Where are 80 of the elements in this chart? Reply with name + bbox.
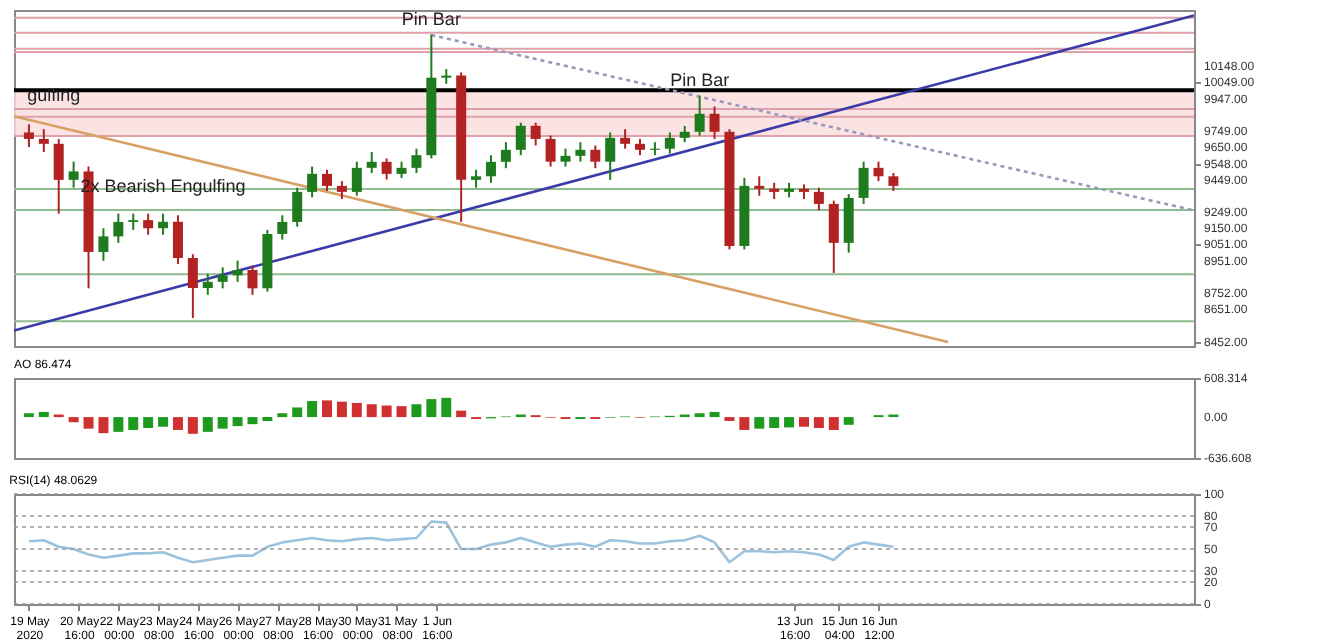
bar	[217, 417, 228, 429]
candlestick	[545, 134, 556, 168]
bar	[83, 417, 94, 429]
bar	[739, 417, 750, 430]
bar	[813, 417, 824, 429]
bar	[754, 417, 765, 429]
bar	[336, 401, 347, 418]
bar	[143, 417, 154, 429]
bar	[307, 401, 318, 418]
bar	[828, 417, 839, 430]
candlestick	[858, 160, 869, 205]
candlestick	[441, 68, 452, 85]
candlestick	[515, 121, 526, 157]
candlestick	[158, 212, 169, 236]
bar	[843, 417, 854, 425]
candlestick	[187, 253, 198, 320]
candlestick	[605, 131, 616, 181]
bar	[113, 417, 124, 432]
bar	[396, 406, 407, 418]
candlestick	[38, 128, 49, 153]
bar	[38, 411, 49, 418]
candlestick	[366, 150, 377, 175]
line-series	[27, 520, 895, 564]
candlestick	[277, 214, 288, 241]
bar	[381, 405, 392, 418]
candlestick	[381, 157, 392, 181]
candlestick	[620, 128, 631, 150]
candlestick	[307, 165, 318, 199]
candlestick	[292, 186, 303, 228]
bar	[709, 411, 720, 418]
candlestick	[873, 160, 884, 183]
bar	[351, 402, 362, 418]
bar	[426, 399, 437, 418]
bar	[366, 404, 377, 418]
bar	[68, 417, 79, 423]
candlestick	[351, 160, 362, 197]
bar	[769, 417, 780, 429]
candlestick	[813, 186, 824, 212]
candlestick	[113, 212, 124, 244]
bar	[98, 417, 109, 434]
candlestick	[649, 141, 660, 157]
candlestick	[232, 259, 243, 283]
bar	[172, 417, 183, 430]
candlestick	[217, 266, 228, 290]
annotation: Pin Bar	[401, 8, 461, 29]
candlestick	[143, 212, 154, 236]
candlestick	[411, 147, 422, 175]
bar	[798, 417, 809, 427]
candlestick	[485, 154, 496, 184]
candlestick	[590, 144, 601, 170]
candlestick	[98, 227, 109, 262]
candlestick	[53, 137, 64, 215]
bar	[187, 417, 198, 434]
candlestick	[664, 131, 675, 155]
bar	[247, 417, 258, 425]
candlestick	[247, 264, 258, 296]
bar	[441, 397, 452, 418]
bar	[322, 400, 333, 418]
candlestick	[709, 105, 720, 140]
bar	[292, 407, 303, 418]
candlestick	[754, 175, 765, 197]
candlestick	[172, 214, 183, 265]
bar	[232, 417, 243, 427]
candlestick	[694, 94, 705, 137]
candlestick	[23, 123, 34, 149]
bar	[456, 410, 467, 418]
annotation: Pin Bar	[670, 69, 730, 90]
candlestick	[202, 272, 213, 296]
bar	[411, 404, 422, 418]
bar	[128, 417, 139, 430]
bar	[202, 417, 213, 432]
candlestick	[500, 141, 511, 170]
candlestick	[530, 121, 541, 147]
candlestick	[68, 160, 79, 189]
candlestick	[575, 141, 586, 163]
bar	[158, 417, 169, 427]
candlestick	[843, 193, 854, 254]
bar	[784, 417, 795, 428]
candlestick	[828, 199, 839, 274]
candlestick	[322, 168, 333, 192]
